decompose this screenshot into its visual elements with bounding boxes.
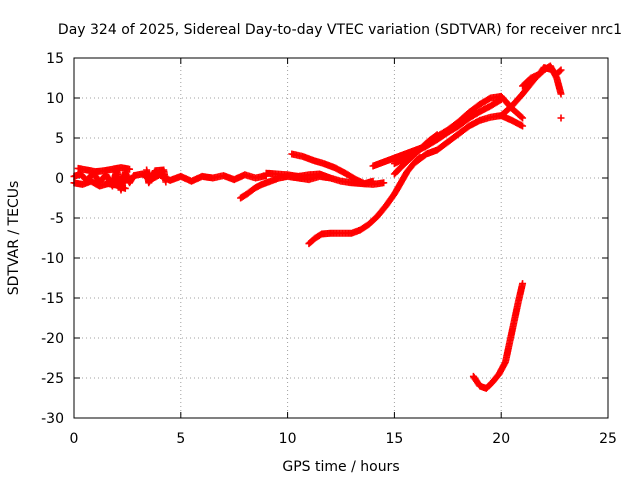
y-tick-label: -15 [41,291,64,307]
x-tick-label: 20 [492,431,510,447]
y-tick-label: 0 [55,171,64,187]
data-point [557,90,565,98]
x-axis-label: GPS time / hours [282,459,399,475]
x-tick-labels: 0 5 10 15 20 25 [70,431,617,447]
x-tick-label: 5 [176,431,185,447]
y-tick-labels: 15 10 5 0 -5 -10 -15 -20 -25 -30 [41,51,64,427]
y-tick-label: 5 [55,131,64,147]
y-tick-label: 10 [46,91,64,107]
data-point [380,179,388,187]
y-tick-label: -20 [41,331,64,347]
x-tick-label: 15 [385,431,403,447]
y-tick-label: -5 [50,211,64,227]
data-point [162,178,170,186]
data-point [519,280,527,288]
data-point [519,122,527,130]
data-point [517,113,525,121]
data-point [556,67,564,75]
x-tick-label: 25 [599,431,617,447]
chart-title: Day 324 of 2025, Sidereal Day-to-day VTE… [58,22,622,38]
data-points [70,62,565,392]
data-point [121,184,129,192]
data-point [557,66,565,74]
x-tick-label: 10 [279,431,297,447]
data-point [519,114,527,122]
data-point [557,114,565,122]
data-point [433,131,441,139]
data-point [126,165,134,173]
y-tick-label: -30 [41,411,64,427]
plot-frame [73,57,609,419]
y-tick-label: -25 [41,371,64,387]
x-tick-label: 0 [70,431,79,447]
y-axis-label: SDTVAR / TECUs [6,181,22,296]
y-tick-label: 15 [46,51,64,67]
y-tick-label: -10 [41,251,64,267]
data-point [432,132,440,140]
